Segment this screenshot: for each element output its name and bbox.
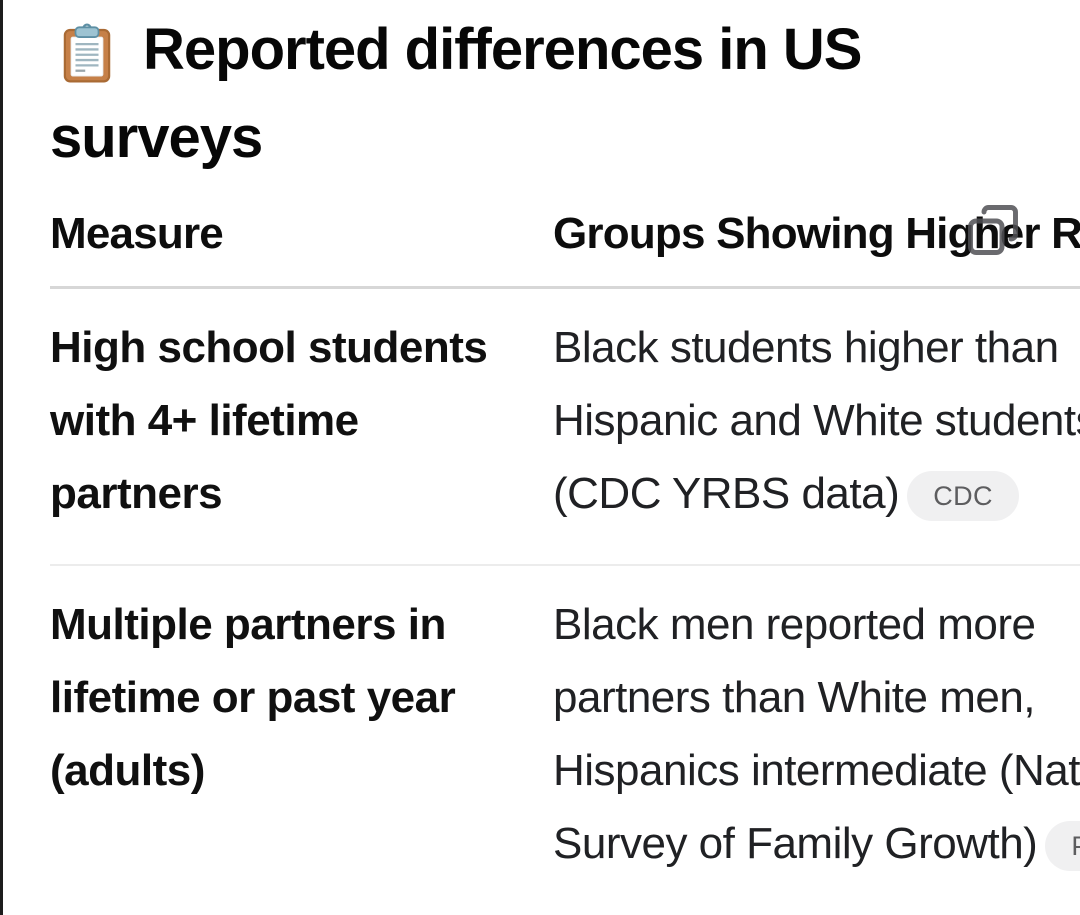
text-line: (adults) [50, 746, 205, 795]
page-title-text: Reported differences in US surveys [50, 17, 862, 170]
column-header-groups: Groups Showing Higher Rate [553, 209, 1080, 258]
measure-cell: High school students with 4+ lifetime pa… [50, 311, 553, 530]
text-line: with 4+ lifetime [50, 396, 359, 445]
source-badge[interactable]: P [1045, 821, 1080, 872]
text-line-part: Survey of Family Growth) [553, 819, 1038, 868]
measure-cell: Multiple partners in lifetime or past ye… [50, 588, 553, 880]
text-line: Multiple partners in [50, 600, 446, 649]
text-line: Hispanics intermediate (National [553, 746, 1080, 795]
text-line: Survey of Family Growth)P [553, 807, 1080, 880]
table-header-row: Measure Groups Showing Higher Rate [50, 209, 1080, 289]
text-line: partners [50, 469, 223, 518]
copy-button[interactable] [966, 203, 1020, 257]
table-row: Multiple partners in lifetime or past ye… [50, 566, 1080, 914]
source-badge[interactable]: CDC [907, 471, 1019, 522]
column-header-measure: Measure [50, 209, 224, 258]
page-title: Reported differences in US surveys [50, 6, 930, 182]
table-row: High school students with 4+ lifetime pa… [50, 289, 1080, 566]
text-line: Hispanic and White students [553, 396, 1080, 445]
text-line: (CDC YRBS data) CDC [553, 457, 1080, 530]
text-line-part: (CDC YRBS data) [553, 469, 900, 518]
copy-icon [968, 205, 1018, 255]
text-line: Black men reported more [553, 600, 1036, 649]
text-line: lifetime or past year [50, 673, 456, 722]
finding-cell: Black students higher than Hispanic and … [553, 311, 1080, 530]
text-line: partners than White men, [553, 673, 1036, 722]
finding-cell: Black men reported more partners than Wh… [553, 588, 1080, 880]
text-line: High school students [50, 323, 488, 372]
text-line: Black students higher than [553, 323, 1059, 372]
clipboard-icon [63, 23, 111, 83]
